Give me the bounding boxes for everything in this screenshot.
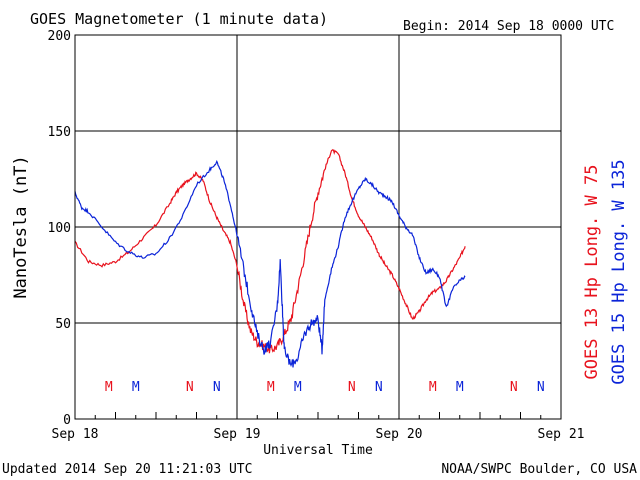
series-1-marker: M (429, 380, 437, 395)
updated-time: Updated 2014 Sep 20 11:21:03 UTC (2, 462, 252, 477)
legend-entry-2: GOES 15 Hp Long. W 135 (609, 159, 629, 384)
x-tick-label: Sep 18 (52, 427, 99, 442)
y-tick-label: 50 (55, 317, 71, 332)
y-tick-label: 150 (48, 125, 71, 140)
series-lines (74, 148, 466, 368)
series-2-marker: N (213, 380, 221, 395)
series-1-marker: N (348, 380, 356, 395)
series-2-marker: M (294, 380, 302, 395)
legend-entry-1: GOES 13 Hp Long. W 75 (582, 165, 602, 380)
x-tick-labels: Sep 18 Sep 19 Sep 20 Sep 21 (52, 427, 585, 442)
series-2-marker: M (132, 380, 140, 395)
series-2-marker: N (375, 380, 383, 395)
y-tick-label: 100 (48, 221, 71, 236)
grid-lines (74, 34, 562, 420)
series-1-marker: M (267, 380, 275, 395)
series-line-2 (74, 159, 466, 368)
x-axis-label: Universal Time (263, 443, 373, 458)
y-tick-labels: 0 50 100 150 200 (48, 29, 71, 428)
y-tick-label: 0 (63, 413, 71, 428)
plot-frame (74, 34, 562, 420)
y-tick-label: 200 (48, 29, 71, 44)
legend: GOES 13 Hp Long. W 75 GOES 15 Hp Long. W … (582, 159, 629, 384)
series-2-marker: M (456, 380, 464, 395)
series-1-marker: N (186, 380, 194, 395)
y-axis-label: NanoTesla (nT) (11, 155, 31, 298)
chart-title: GOES Magnetometer (1 minute data) (30, 10, 328, 28)
series-1-marker: M (105, 380, 113, 395)
series-markers: M N M N M NM N M N M N (105, 380, 545, 395)
series-line-1 (74, 148, 466, 354)
x-tick-label: Sep 21 (538, 427, 585, 442)
series-1-marker: N (510, 380, 518, 395)
begin-time: Begin: 2014 Sep 18 0000 UTC (403, 19, 614, 34)
credit: NOAA/SWPC Boulder, CO USA (441, 462, 637, 477)
x-tick-label: Sep 20 (376, 427, 423, 442)
series-2-marker: N (537, 380, 545, 395)
x-tick-label: Sep 19 (214, 427, 261, 442)
